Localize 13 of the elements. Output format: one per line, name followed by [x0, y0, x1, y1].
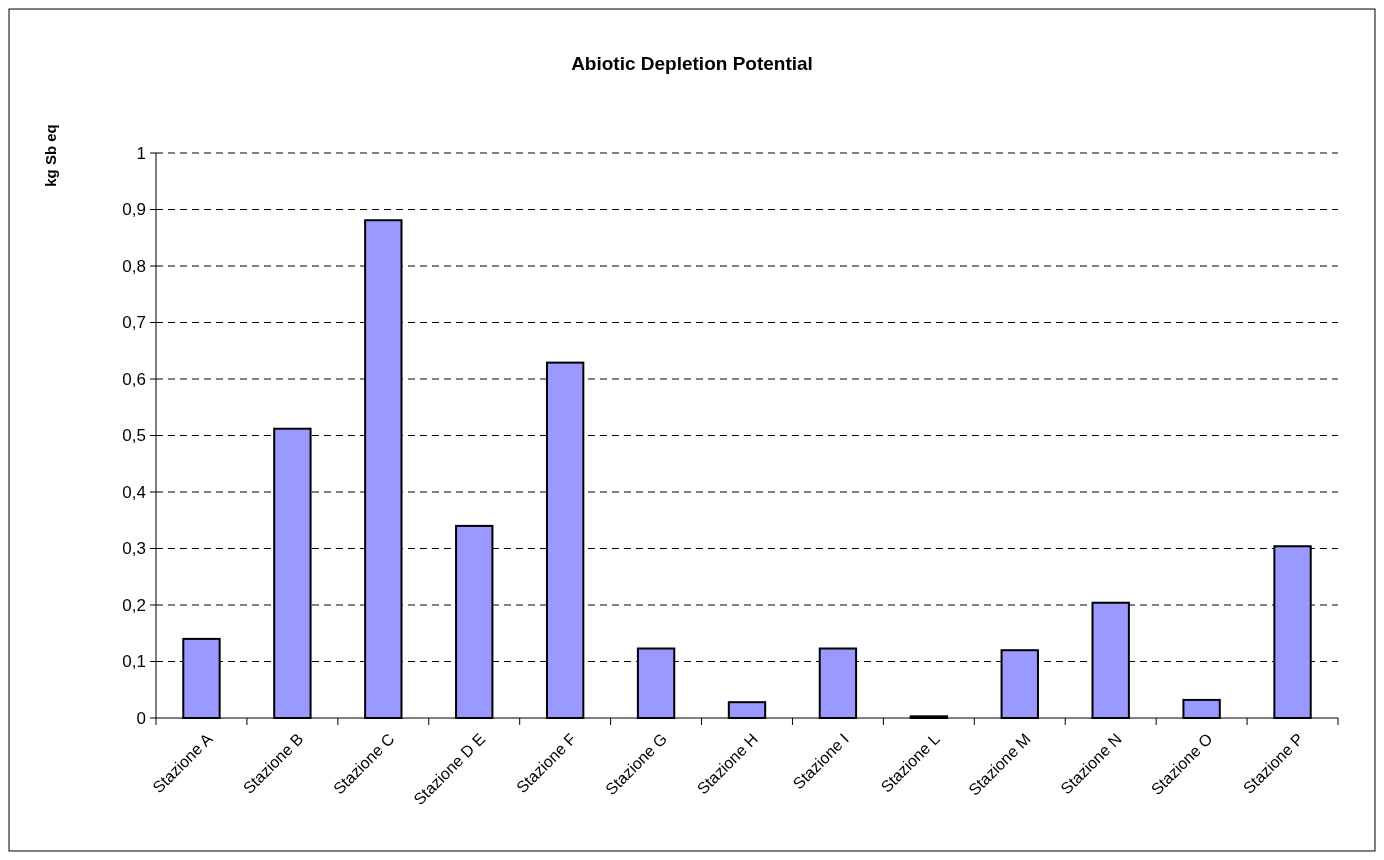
y-tick-label: 0,6: [122, 369, 146, 389]
y-tick-label: 0,3: [122, 539, 146, 559]
y-tick-label: 1: [136, 143, 146, 163]
y-tick-label: 0,7: [122, 313, 146, 333]
y-tick-label: 0: [136, 708, 146, 728]
y-tick-label: 0,4: [122, 482, 146, 502]
y-tick-label: 0,2: [122, 595, 146, 615]
y-tick-label: 0,5: [122, 426, 146, 446]
y-tick-label: 0,9: [122, 200, 146, 220]
y-tick-label: 0,8: [122, 256, 146, 276]
chart-title: Abiotic Depletion Potential: [571, 53, 813, 74]
y-axis-title: kg Sb eq: [42, 124, 59, 187]
y-tick-label: 0,1: [122, 652, 146, 672]
